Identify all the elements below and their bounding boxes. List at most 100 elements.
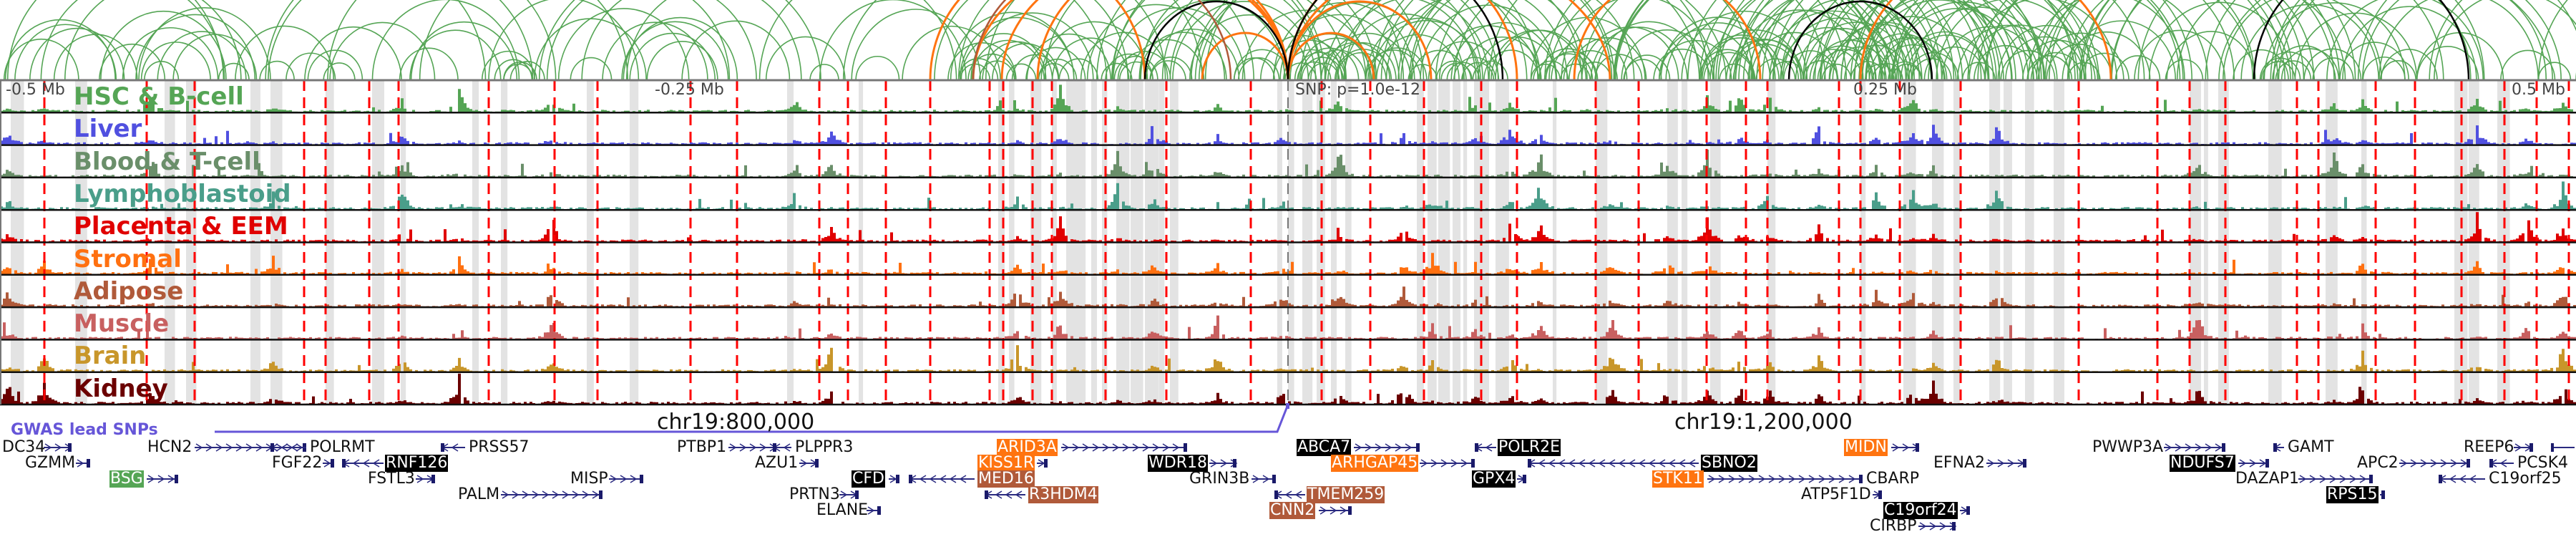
gene-label[interactable]: RPS15 [2326,485,2379,503]
gene-label[interactable]: ARID3A [997,438,1058,456]
gene-label[interactable]: REEP6 [2464,438,2514,456]
strand-chevron-icon [255,443,263,452]
exon [2439,475,2442,483]
strand-chevron-icon [1987,459,1995,468]
strand-chevron-icon [620,475,628,483]
gene-label[interactable]: ATP5F1D [1801,485,1871,503]
strand-chevron-icon [532,490,540,499]
gene-model [2380,490,2385,499]
strand-chevron-icon [1608,459,1616,468]
exon [1184,443,1187,452]
loop-arc [2005,36,2085,81]
gene-model [342,459,384,468]
gene-label[interactable]: STK11 [1652,470,1704,488]
gene-label[interactable]: POLRMT [310,438,375,456]
gene-model [2514,443,2533,452]
gene-label[interactable]: DAZAP1 [2235,470,2299,488]
gene-label[interactable]: GRIN3B [1189,470,1250,488]
gene-label[interactable]: RNF126 [385,454,449,472]
loop-arc [2067,20,2177,81]
gene-label[interactable]: APC2 [2357,454,2399,472]
gene-label[interactable]: ABCA7 [1297,438,1352,456]
gene-label[interactable]: FGF22 [272,454,323,472]
gene-label[interactable]: KISS1R [977,454,1035,472]
gene-label[interactable]: C19orf25 [2489,470,2562,488]
gene-label[interactable]: GZMM [25,454,76,472]
signal-track [0,345,2576,372]
exon [1878,490,1882,499]
strand-chevron-icon [1220,459,1228,468]
strand-chevron-icon [1152,443,1160,452]
gene-label[interactable]: CBARP [1866,470,1920,488]
strand-chevron-icon [749,443,757,452]
track-borders [0,79,2576,406]
gene-label[interactable]: FSTL3 [368,470,415,488]
strand-chevron-icon [1132,443,1140,452]
loop-arc [1086,4,1226,81]
exon [815,459,819,468]
exon [1044,459,1048,468]
signal-track [0,253,2576,274]
loop-arc-highlight [1201,32,1289,81]
gene-label[interactable]: BSG [109,470,144,488]
gene-model [1891,443,1920,452]
gene-label[interactable]: R3HDM4 [1028,485,1098,503]
exon [1348,506,1352,515]
gene-label[interactable]: SBNO2 [1701,454,1757,472]
gene-label[interactable]: HCN2 [147,438,192,456]
gene-label[interactable]: CIRBP [1870,517,1917,535]
loop-arc [1380,0,1583,81]
gene-label[interactable]: EFNA2 [1933,454,1986,472]
gene-label[interactable]: C19orf24 [1883,501,1958,519]
loop-arc [1300,0,1538,81]
gene-label[interactable]: PTBP1 [677,438,727,456]
gene-label[interactable]: MED16 [977,470,1035,488]
loop-arc [1233,57,1275,81]
gene-label[interactable]: DC34 [2,438,46,456]
loop-arc [1780,27,1877,81]
gene-label[interactable]: POLR2E [1498,438,1561,456]
strand-chevron-icon [1262,475,1270,483]
strand-chevron-icon [995,490,1002,499]
strand-chevron-icon [840,490,848,499]
gene-label[interactable]: PALM [458,485,500,503]
loop-arc-highlight [1287,0,1504,81]
gene-label[interactable]: PRSS57 [469,438,530,456]
strand-chevron-icon [1284,490,1292,499]
gene-label[interactable]: AZU1 [755,454,799,472]
gene-label[interactable]: GPX4 [1472,470,1516,488]
strand-chevron-icon [1748,475,1756,483]
gene-label[interactable]: PRTN3 [789,485,840,503]
loop-arc [1772,0,1982,81]
coord-label-0.5mb: 0.5 Mb [2512,81,2565,99]
loop-arc-highlight [1287,32,1375,81]
gene-label[interactable]: PWWP3A [2092,438,2164,456]
gene-label[interactable]: MIDN [1844,438,1888,456]
loop-arc [2218,0,2554,81]
strand-chevron-icon [215,443,223,452]
gene-label[interactable]: ARHGAP45 [1331,454,1419,472]
strand-chevron-icon [44,443,52,452]
loop-arc [2062,31,2151,81]
loop-arc [957,58,999,81]
loop-arc [809,64,839,81]
strand-chevron-icon [1375,443,1382,452]
strand-chevron-icon [362,459,370,468]
gene-label[interactable]: GAMT [2288,438,2334,456]
gene-label[interactable]: WDR18 [1148,454,1208,472]
gene-label[interactable]: CNN2 [1269,501,1316,519]
gene-label[interactable]: MISP [570,470,608,488]
loop-arc [1658,39,1732,81]
gene-label[interactable]: CFD [852,470,885,488]
loop-arc [2270,0,2485,81]
loop-arc [1543,53,1594,81]
gene-label[interactable]: NDUFS7 [2170,454,2235,472]
gene-label[interactable]: PLPPR3 [795,438,854,456]
gwas-lead-snps-label: GWAS lead SNPs [11,421,158,439]
gene-model [1960,506,1970,515]
loop-arc [172,34,258,81]
gene-label[interactable]: PCSK4 [2517,454,2569,472]
gene-label[interactable]: ELANE [816,501,869,519]
gene-label[interactable]: TMEM259 [1307,485,1385,503]
strand-chevron-icon [522,490,530,499]
